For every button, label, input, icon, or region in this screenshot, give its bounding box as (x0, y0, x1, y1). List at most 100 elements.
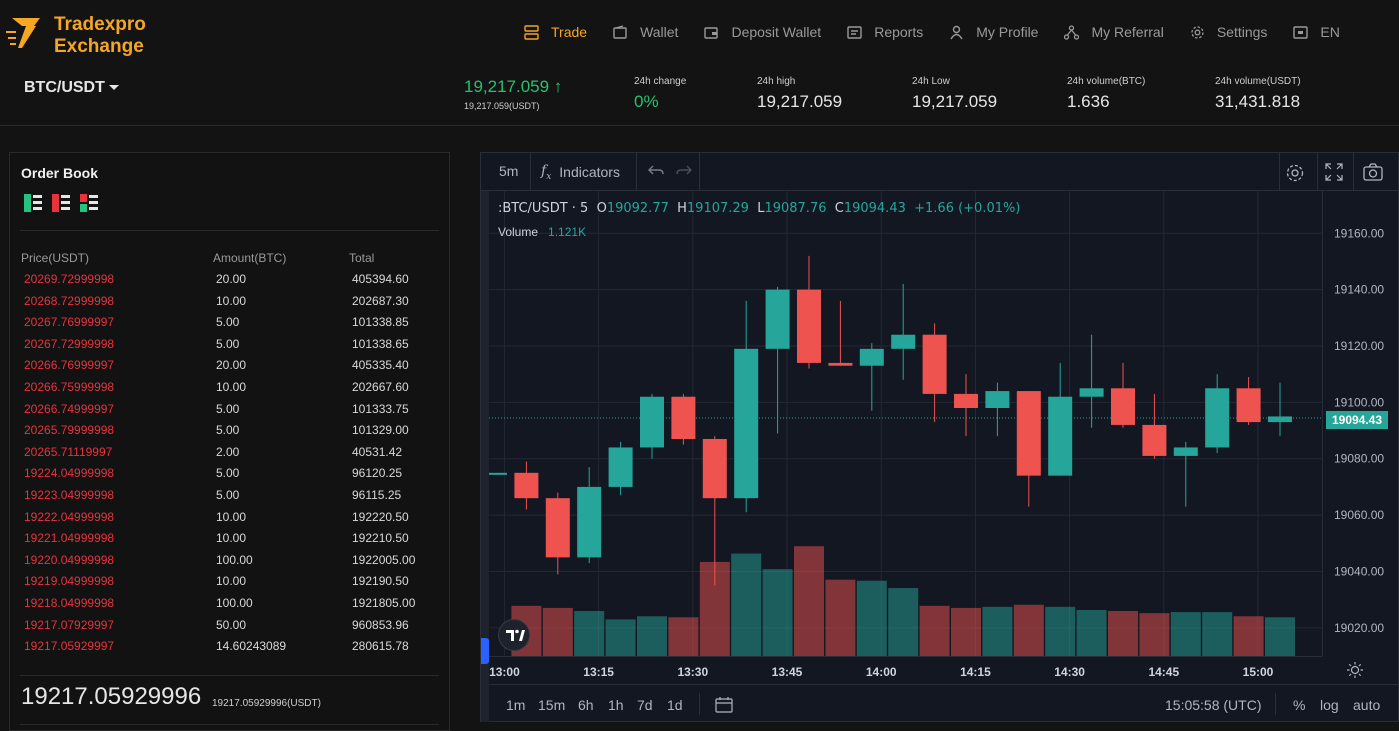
view-buys-icon[interactable] (80, 194, 98, 212)
volume-bar (856, 580, 887, 656)
stat-label: 24h high (757, 76, 796, 87)
order-book-row[interactable]: 20267.72999998 5.00 101338.65 (10, 334, 450, 355)
order-price: 20266.75999998 (24, 380, 115, 394)
range-1d[interactable]: 1d (667, 697, 683, 713)
nav-trade[interactable]: Trade (524, 24, 587, 40)
current-price-label: 19094.43 (1326, 411, 1388, 429)
nav-settings[interactable]: Settings (1190, 24, 1267, 40)
log-toggle[interactable]: log (1320, 697, 1339, 713)
order-amount: 10.00 (216, 380, 247, 394)
order-book-row[interactable]: 19221.04999998 10.00 192210.50 (10, 528, 450, 549)
nav-language[interactable]: EN (1293, 24, 1340, 40)
chart-toolbar: 5m fx Indicators (481, 153, 1399, 191)
y-tick-label: 19040.00 (1334, 564, 1384, 578)
order-book-row[interactable]: 20265.79999998 5.00 101329.00 (10, 420, 450, 441)
chart-settings-button[interactable] (1285, 163, 1305, 186)
undo-button[interactable] (648, 163, 664, 180)
tradingview-logo[interactable] (498, 619, 530, 651)
auto-toggle[interactable]: auto (1353, 697, 1381, 713)
candlestick-plot[interactable] (489, 191, 1322, 656)
divider (699, 693, 700, 715)
fullscreen-button[interactable] (1325, 163, 1343, 184)
stat-value: 0% (634, 92, 659, 111)
view-sells-icon[interactable] (52, 194, 70, 212)
order-total: 40531.42 (352, 444, 403, 459)
range-1h[interactable]: 1h (608, 697, 624, 713)
order-total: 96120.25 (352, 466, 403, 481)
nav-my-profile[interactable]: My Profile (949, 24, 1038, 40)
candle-body (734, 348, 759, 499)
order-book-row[interactable]: 19223.04999998 5.00 96115.25 (10, 485, 450, 506)
redo-button[interactable] (676, 163, 692, 180)
nav-reports-label: Reports (874, 24, 924, 40)
order-total: 96115.25 (352, 488, 402, 502)
x-tick-label: 14:45 (1148, 665, 1179, 679)
range-15m[interactable]: 15m (538, 697, 566, 713)
time-axis-ticks: 13:00 13:15 13:30 13:45 14:00 14:15 14:30 14:45… (489, 665, 1274, 679)
legend-l-label: L (757, 201, 765, 216)
order-book-row[interactable]: 19219.04999998 10.00 192190.50 (10, 571, 450, 592)
order-book-row[interactable]: 20265.71119997 2.00 40531.42 (10, 442, 450, 463)
expand-toolbar-button[interactable] (481, 638, 489, 664)
camera-icon (1363, 163, 1383, 181)
candle-body (922, 334, 947, 394)
order-book-row[interactable]: 20266.75999998 10.00 202667.60 (10, 377, 450, 398)
pair-selector[interactable]: BTC/USDT (24, 79, 119, 97)
order-amount: 10.00 (216, 293, 247, 308)
range-7d[interactable]: 7d (637, 697, 653, 713)
nav-reports[interactable]: Reports (847, 24, 923, 40)
axis-settings-button[interactable] (1347, 662, 1363, 683)
order-book-row[interactable]: 19217.05929997 14.60243089 280615.78 (10, 636, 450, 657)
gear-icon (1286, 164, 1304, 182)
order-book-row[interactable]: 19217.07929997 50.00 960853.96 (10, 615, 450, 636)
nav-deposit-wallet[interactable]: Deposit Wallet (704, 24, 821, 40)
legend-low: 19087.76 (764, 201, 827, 216)
candle-body (828, 362, 853, 366)
order-book-row[interactable]: 19224.04999998 5.00 96120.25 (10, 463, 450, 484)
order-book-row[interactable]: 20266.74999997 5.00 101333.75 (10, 399, 450, 420)
tradingview-icon (506, 629, 525, 641)
indicators-button[interactable]: fx Indicators (541, 163, 620, 182)
view-both-icon[interactable] (24, 194, 42, 212)
legend-change: +1.66 (+0.01%) (914, 201, 1021, 216)
candle-body (577, 486, 602, 558)
volume-bar (982, 606, 1013, 656)
order-price: 20268.72999998 (24, 293, 115, 308)
order-total: 405335.40 (352, 358, 409, 373)
order-book-row[interactable]: 19218.04999998 100.00 1921805.00 (10, 593, 450, 614)
stat-24h-volume-usdt: 24h volume(USDT) 31,431.818 (1215, 76, 1301, 112)
volume-bar (951, 607, 981, 656)
nav-my-referral[interactable]: My Referral (1064, 24, 1164, 40)
referral-icon (1064, 24, 1080, 40)
chart-clock[interactable]: 15:05:58 (UTC) (1165, 697, 1262, 713)
order-price: 20267.72999998 (24, 336, 115, 351)
order-book-row[interactable]: 20267.76999997 5.00 101338.85 (10, 312, 450, 333)
time-axis[interactable]: 13:00 13:15 13:30 13:45 14:00 14:15 14:30 14:45… (489, 656, 1322, 684)
order-book-row[interactable]: 19222.04999998 10.00 192220.50 (10, 507, 450, 528)
range-6h[interactable]: 6h (578, 697, 594, 713)
order-total: 202687.30 (352, 293, 409, 308)
candle-body (1111, 388, 1135, 425)
order-book-row[interactable]: 19220.04999998 100.00 1922005.00 (10, 550, 450, 571)
divider (20, 724, 439, 725)
y-tick-label: 19060.00 (1334, 508, 1384, 522)
date-range-button[interactable] (715, 697, 733, 716)
order-book-row[interactable]: 20266.76999997 20.00 405335.40 (10, 355, 450, 376)
order-price: 20266.74999997 (24, 401, 115, 416)
screenshot-button[interactable] (1363, 163, 1383, 184)
brand-logo[interactable]: Tradexpro Exchange (4, 6, 174, 58)
nav-trade-label: Trade (551, 24, 588, 40)
nav-wallet[interactable]: Wallet (613, 24, 678, 40)
order-book-row[interactable]: 20268.72999998 10.00 202687.30 (10, 291, 450, 312)
volume-value: 1.121K (548, 225, 587, 239)
price-axis-ticks: 19020.00 19040.00 19060.00 19080.00 19100.00… (1334, 226, 1384, 635)
candle-body (608, 447, 633, 487)
volume-bar (574, 611, 605, 656)
order-book-row[interactable]: 20269.72999998 20.00 405394.60 (10, 269, 450, 290)
range-1m[interactable]: 1m (506, 697, 526, 713)
percent-toggle[interactable]: % (1293, 697, 1306, 713)
interval-selector[interactable]: 5m (499, 163, 519, 179)
stat-24h-high: 24h high 19,217.059 (757, 76, 842, 112)
order-price: 19219.04999998 (24, 574, 115, 589)
price-axis[interactable]: 19020.00 19040.00 19060.00 19080.00 19100.00… (1322, 191, 1399, 656)
